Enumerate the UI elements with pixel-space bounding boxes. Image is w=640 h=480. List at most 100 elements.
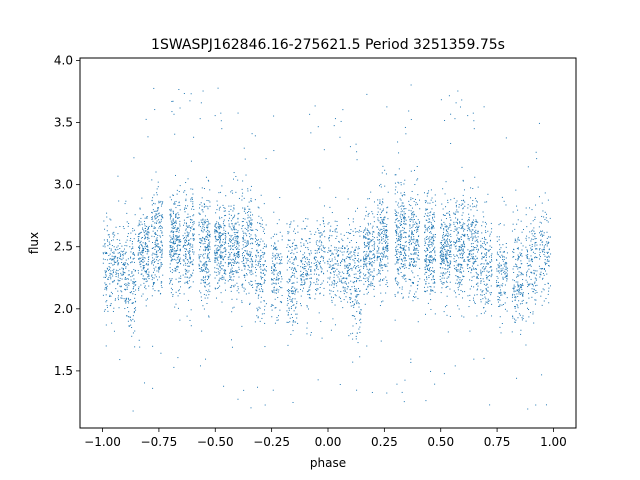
data-point <box>125 302 127 304</box>
data-point <box>450 224 452 226</box>
data-point <box>348 253 350 255</box>
data-point <box>124 253 126 255</box>
data-point <box>385 235 387 237</box>
data-point <box>289 226 291 228</box>
data-point <box>169 267 171 269</box>
data-point <box>385 226 387 228</box>
data-point <box>397 202 399 204</box>
data-point <box>427 244 429 246</box>
data-point <box>456 240 458 242</box>
data-point <box>307 290 309 292</box>
data-point <box>185 245 187 247</box>
data-point <box>247 190 249 192</box>
data-point <box>308 259 310 261</box>
data-point <box>263 279 265 281</box>
data-point <box>242 253 244 255</box>
data-point <box>130 320 132 322</box>
data-point <box>222 241 224 243</box>
data-point <box>250 274 252 276</box>
data-point <box>204 219 206 221</box>
data-point <box>430 286 432 288</box>
data-point <box>108 268 110 270</box>
data-point <box>462 194 464 196</box>
data-point <box>138 250 140 252</box>
data-point <box>106 285 108 287</box>
data-point <box>260 255 262 257</box>
data-point <box>460 247 462 249</box>
data-point <box>384 263 386 265</box>
data-point <box>160 214 162 216</box>
data-point <box>341 260 343 262</box>
data-point <box>153 261 155 263</box>
data-point <box>449 260 451 262</box>
data-point <box>395 174 397 176</box>
data-point <box>227 233 229 235</box>
data-point <box>447 271 449 273</box>
data-point <box>371 227 373 229</box>
data-point <box>433 235 435 237</box>
data-point <box>275 279 277 281</box>
data-point <box>126 288 128 290</box>
data-point <box>454 268 456 270</box>
data-point <box>396 231 398 233</box>
data-point <box>294 248 296 250</box>
data-point <box>294 228 296 230</box>
data-point <box>182 235 184 237</box>
data-point <box>208 242 210 244</box>
data-point <box>386 207 388 209</box>
data-point <box>128 299 130 301</box>
data-point <box>450 261 452 263</box>
data-point <box>441 203 443 205</box>
data-point <box>368 242 370 244</box>
data-point <box>397 235 399 237</box>
data-point <box>133 291 135 293</box>
data-point <box>461 99 463 101</box>
data-point <box>433 270 435 272</box>
data-point <box>462 291 464 293</box>
data-point <box>250 214 252 216</box>
data-point <box>356 231 358 233</box>
data-point <box>410 199 412 201</box>
data-point <box>357 302 359 304</box>
data-point <box>432 267 434 269</box>
data-point <box>228 205 230 207</box>
data-point <box>143 282 145 284</box>
data-point <box>455 268 457 270</box>
data-point <box>122 272 124 274</box>
data-point <box>242 237 244 239</box>
data-point <box>449 244 451 246</box>
data-point <box>145 118 147 120</box>
data-point <box>189 255 191 257</box>
data-point <box>450 240 452 242</box>
data-point <box>105 253 107 255</box>
data-point <box>461 248 463 250</box>
data-point <box>395 250 397 252</box>
data-point <box>395 246 397 248</box>
data-point <box>215 248 217 250</box>
data-point <box>372 231 374 233</box>
data-point <box>411 213 413 215</box>
data-point <box>154 222 156 224</box>
data-point <box>401 259 403 261</box>
data-point <box>134 346 136 348</box>
data-point <box>372 213 374 215</box>
data-point <box>143 248 145 250</box>
data-point <box>156 210 158 212</box>
data-point <box>396 226 398 228</box>
data-point <box>271 272 273 274</box>
data-point <box>248 265 250 267</box>
data-point <box>329 260 331 262</box>
data-point <box>207 229 209 231</box>
data-point <box>408 242 410 244</box>
data-point <box>372 276 374 278</box>
data-point <box>318 247 320 249</box>
data-point <box>441 250 443 252</box>
data-point <box>112 239 114 241</box>
data-point <box>378 272 380 274</box>
data-point <box>447 228 449 230</box>
data-point <box>264 404 266 406</box>
data-point <box>199 271 201 273</box>
data-point <box>366 245 368 247</box>
data-point <box>113 268 115 270</box>
data-point <box>145 288 147 290</box>
